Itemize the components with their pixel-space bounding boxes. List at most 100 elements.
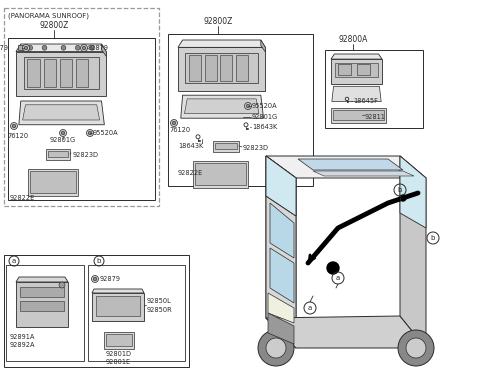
Circle shape	[93, 277, 97, 281]
Text: 92801G: 92801G	[50, 137, 76, 143]
Polygon shape	[266, 196, 296, 348]
Polygon shape	[266, 156, 296, 216]
Circle shape	[59, 282, 65, 288]
Bar	[88, 265, 185, 361]
Text: 92801D: 92801D	[106, 351, 132, 357]
Polygon shape	[332, 86, 381, 102]
Text: 92892A: 92892A	[10, 342, 36, 348]
Circle shape	[61, 45, 66, 50]
Circle shape	[88, 131, 92, 135]
Polygon shape	[400, 156, 426, 228]
Bar	[215, 143, 237, 149]
Polygon shape	[270, 203, 294, 258]
Polygon shape	[178, 40, 265, 47]
Circle shape	[12, 124, 16, 128]
Text: a: a	[308, 305, 312, 311]
Text: 92822E: 92822E	[10, 195, 35, 201]
Circle shape	[244, 103, 252, 109]
Bar	[236, 55, 248, 81]
Text: b: b	[431, 235, 435, 241]
Text: 18643K: 18643K	[178, 143, 203, 149]
Text: 92850L: 92850L	[147, 298, 172, 304]
Polygon shape	[266, 156, 426, 178]
Circle shape	[258, 330, 294, 366]
Polygon shape	[23, 105, 100, 120]
Bar	[4, 8, 159, 206]
Text: 92800A: 92800A	[338, 35, 368, 45]
Polygon shape	[92, 293, 144, 321]
Text: a: a	[12, 258, 16, 264]
Bar	[185, 53, 258, 83]
Text: (PANORAMA SUNROOF): (PANORAMA SUNROOF)	[8, 13, 89, 19]
Text: 76120: 76120	[7, 133, 28, 139]
Polygon shape	[331, 108, 386, 123]
Circle shape	[23, 45, 29, 51]
Bar	[27, 59, 40, 87]
Text: 92811: 92811	[365, 114, 386, 120]
Bar	[6, 265, 84, 361]
Text: 92879: 92879	[100, 276, 121, 282]
Bar	[106, 334, 132, 346]
Polygon shape	[92, 289, 144, 293]
Polygon shape	[178, 47, 265, 91]
Circle shape	[400, 195, 406, 201]
Bar	[195, 163, 246, 185]
Bar	[357, 64, 370, 75]
Text: 92801G: 92801G	[252, 114, 278, 120]
Circle shape	[28, 45, 33, 50]
Polygon shape	[331, 54, 382, 59]
Text: 92850R: 92850R	[147, 307, 173, 313]
Bar	[220, 55, 232, 81]
Bar	[76, 59, 88, 87]
Polygon shape	[46, 149, 70, 160]
Circle shape	[398, 330, 434, 366]
Bar	[168, 34, 313, 186]
Polygon shape	[270, 248, 294, 303]
Polygon shape	[16, 282, 68, 327]
Circle shape	[406, 338, 426, 358]
Text: 92822E: 92822E	[178, 170, 203, 176]
Polygon shape	[193, 161, 248, 188]
Circle shape	[246, 104, 250, 108]
Circle shape	[170, 119, 178, 126]
Polygon shape	[16, 277, 68, 282]
Circle shape	[86, 129, 94, 137]
Circle shape	[61, 131, 65, 135]
Circle shape	[42, 45, 47, 50]
Bar	[204, 55, 216, 81]
Text: 95520A: 95520A	[252, 103, 277, 109]
Polygon shape	[181, 95, 264, 118]
Polygon shape	[16, 52, 106, 96]
Bar	[325, 50, 423, 128]
Text: 92879: 92879	[88, 45, 109, 51]
Polygon shape	[266, 316, 426, 348]
Text: 18643K: 18643K	[252, 124, 277, 130]
Polygon shape	[28, 169, 78, 196]
Polygon shape	[400, 156, 426, 348]
Circle shape	[60, 129, 67, 137]
Polygon shape	[313, 171, 414, 176]
Polygon shape	[331, 59, 382, 84]
Polygon shape	[101, 44, 106, 56]
Text: 92800Z: 92800Z	[204, 17, 233, 26]
Circle shape	[172, 121, 176, 125]
Text: 92879: 92879	[0, 45, 9, 51]
Text: 95520A: 95520A	[93, 130, 119, 136]
Circle shape	[11, 122, 17, 129]
Circle shape	[266, 338, 286, 358]
Circle shape	[327, 262, 339, 274]
Circle shape	[82, 46, 86, 50]
Polygon shape	[19, 101, 104, 125]
Text: 92801E: 92801E	[106, 359, 131, 365]
Bar	[335, 62, 378, 77]
Polygon shape	[266, 156, 296, 216]
Bar	[338, 64, 351, 75]
Circle shape	[92, 276, 98, 282]
Polygon shape	[261, 40, 265, 52]
Bar	[60, 59, 72, 87]
Polygon shape	[266, 156, 296, 348]
Polygon shape	[184, 99, 259, 113]
Bar	[24, 57, 99, 89]
Polygon shape	[213, 141, 239, 152]
Bar	[96, 296, 140, 316]
